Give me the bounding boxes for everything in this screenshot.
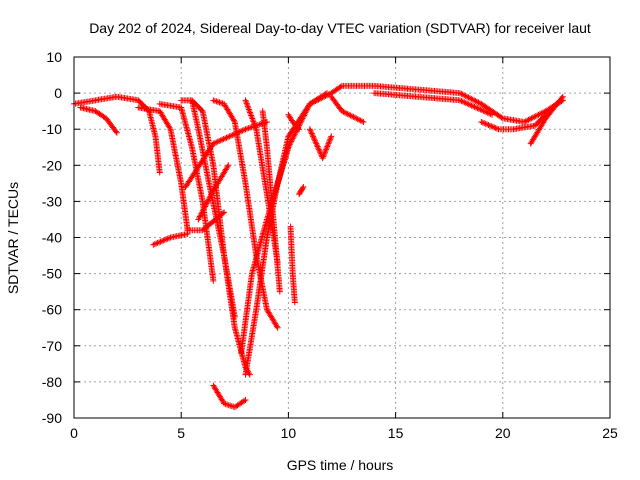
y-tick-label: -60 [42,302,62,318]
x-tick-label: 20 [495,425,511,441]
y-tick-label: -90 [42,410,62,426]
data-point-markers [371,90,496,118]
y-tick-label: -50 [42,266,62,282]
data-series-track-19 [296,183,307,198]
data-series-track-5 [150,230,191,248]
data-point-markers [296,183,307,198]
y-tick-label: 0 [54,85,62,101]
data-point-markers [339,82,566,125]
data-point-markers [328,93,367,125]
x-tick-label: 10 [281,425,297,441]
data-series-track-26 [527,93,566,147]
y-tick-label: -70 [42,338,62,354]
data-series-track-12 [182,118,270,190]
chart-title: Day 202 of 2024, Sidereal Day-to-day VTE… [89,20,591,36]
data-point-markers [182,118,270,190]
data-series-track-2 [77,104,120,136]
x-tick-label: 25 [602,425,618,441]
data-series-track-17 [274,82,345,187]
data-series-track-22 [328,93,367,125]
x-axis-label: GPS time / hours [287,457,394,473]
data-point-markers [135,104,191,234]
axes: 0 5 10 15 20 25 10 0 -10 -20 -30 -40 -50 -60 -70 -80 -90 [42,49,618,441]
y-tick-label: -40 [42,230,62,246]
y-tick-label: -30 [42,193,62,209]
data-series-track-23 [339,82,566,125]
data-point-markers [210,382,249,411]
x-tick-label: 0 [70,425,78,441]
data-series [71,82,566,411]
data-point-markers [150,230,191,248]
data-series-track-18 [285,111,303,133]
data-point-markers [274,82,345,187]
data-point-markers [287,223,298,306]
data-series-track-14 [210,382,249,411]
data-series-track-21 [306,126,335,162]
y-tick-label: -80 [42,374,62,390]
data-point-markers [77,104,120,136]
data-series-track-3 [135,104,191,234]
grid-lines [74,57,610,418]
y-tick-label: -20 [42,157,62,173]
y-tick-label: 10 [46,49,62,65]
data-point-markers [195,162,232,223]
data-series-track-24 [371,90,496,118]
x-tick-label: 5 [177,425,185,441]
data-point-markers [306,126,335,162]
data-point-markers [527,93,566,147]
data-series-track-20 [287,223,298,306]
y-axis-label: SDTVAR / TECUs [5,182,21,294]
data-point-markers [285,111,303,133]
x-tick-label: 15 [388,425,404,441]
data-series-track-13 [195,162,232,223]
y-tick-label: -10 [42,121,62,137]
